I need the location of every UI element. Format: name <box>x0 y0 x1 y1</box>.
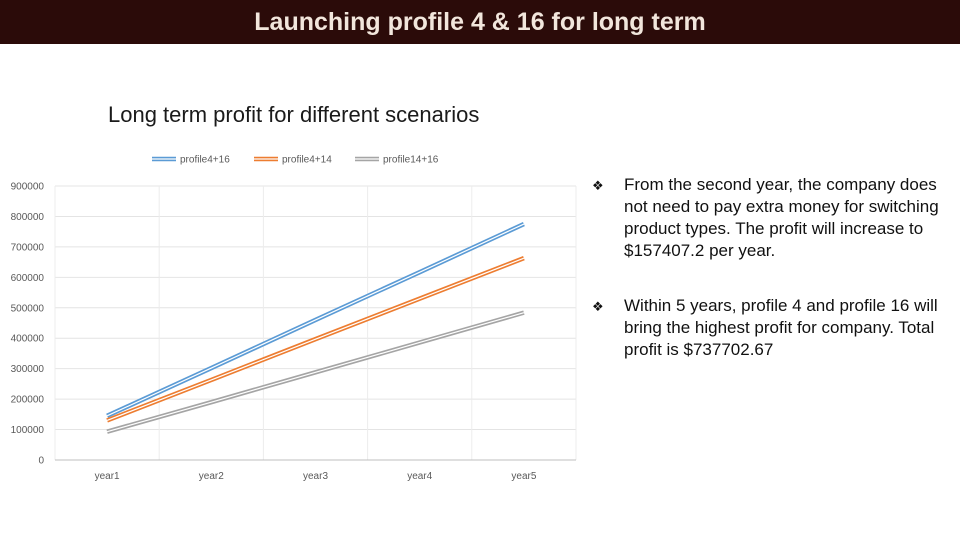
y-tick-label: 800000 <box>11 212 45 223</box>
bullet-text: From the second year, the company does n… <box>624 175 939 260</box>
legend-label: profile4+14 <box>282 155 332 166</box>
x-tick-label: year1 <box>95 471 120 482</box>
y-tick-label: 500000 <box>11 303 45 314</box>
slide-header: Launching profile 4 & 16 for long term <box>0 0 960 44</box>
y-tick-label: 400000 <box>11 334 45 345</box>
chart-title: Long term profit for different scenarios <box>108 102 480 127</box>
legend-label: profile14+16 <box>383 155 439 166</box>
series-line-inner <box>106 257 525 421</box>
bullet-text: Within 5 years, profile 4 and profile 16… <box>624 296 938 359</box>
y-tick-label: 900000 <box>11 182 45 193</box>
diamond-bullet-icon: ❖ <box>592 178 604 193</box>
x-tick-label: year2 <box>199 471 224 482</box>
y-tick-label: 300000 <box>11 364 45 375</box>
y-tick-label: 0 <box>38 456 44 467</box>
x-tick-label: year5 <box>511 471 536 482</box>
series-line-inner <box>106 312 525 433</box>
y-tick-label: 200000 <box>11 395 45 406</box>
y-tick-label: 700000 <box>11 242 45 253</box>
x-tick-label: year4 <box>407 471 432 482</box>
x-tick-label: year3 <box>303 471 328 482</box>
y-tick-label: 100000 <box>11 425 45 436</box>
line-chart: 0 100000 200000 300000 400000 500000 600000 700… <box>11 155 577 482</box>
bullet-item: ❖ Within 5 years, profile 4 and profile … <box>592 295 942 361</box>
legend-label: profile4+16 <box>180 155 230 166</box>
slide-title: Launching profile 4 & 16 for long term <box>254 7 706 36</box>
bullet-list: ❖ From the second year, the company does… <box>592 174 942 394</box>
bullet-item: ❖ From the second year, the company does… <box>592 174 942 262</box>
diamond-bullet-icon: ❖ <box>592 299 604 314</box>
series-line-inner <box>106 223 525 417</box>
y-tick-label: 600000 <box>11 273 45 284</box>
